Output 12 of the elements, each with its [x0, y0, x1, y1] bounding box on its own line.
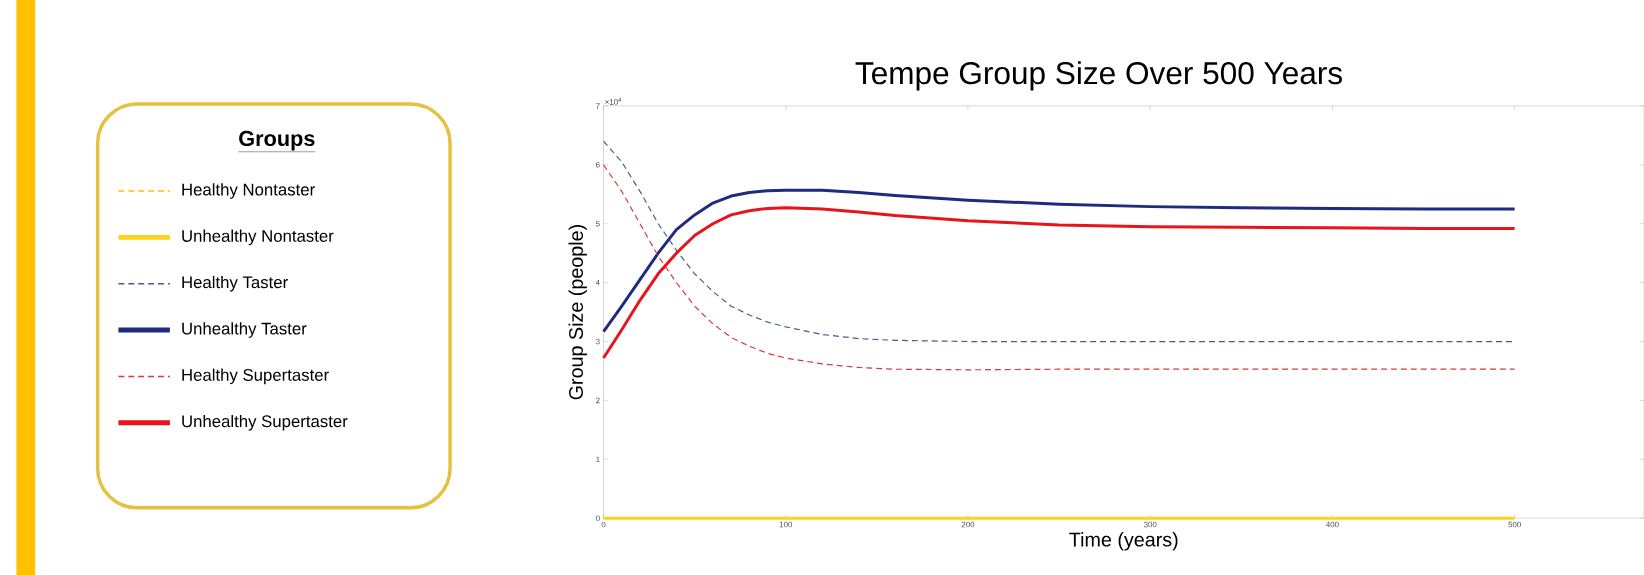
- line-series: [602, 206, 1517, 360]
- legend-label: Healthy Supertaster: [182, 368, 329, 385]
- line-series: [602, 188, 1517, 333]
- legend-label: Healthy Nontaster: [182, 183, 315, 199]
- y-axis-title: Group Size (people): [568, 225, 587, 400]
- legend-label: Healthy Taster: [182, 275, 288, 292]
- legend-label: Unhealthy Nontaster: [182, 229, 334, 246]
- legend-label: Unhealthy Taster: [182, 322, 307, 338]
- chart-title: Tempe Group Size Over 500 Years: [855, 61, 1342, 91]
- x-axis-title: Time (years): [1069, 532, 1178, 551]
- legend-label: Unhealthy Supertaster: [182, 414, 348, 431]
- legend-title: Groups: [239, 130, 315, 151]
